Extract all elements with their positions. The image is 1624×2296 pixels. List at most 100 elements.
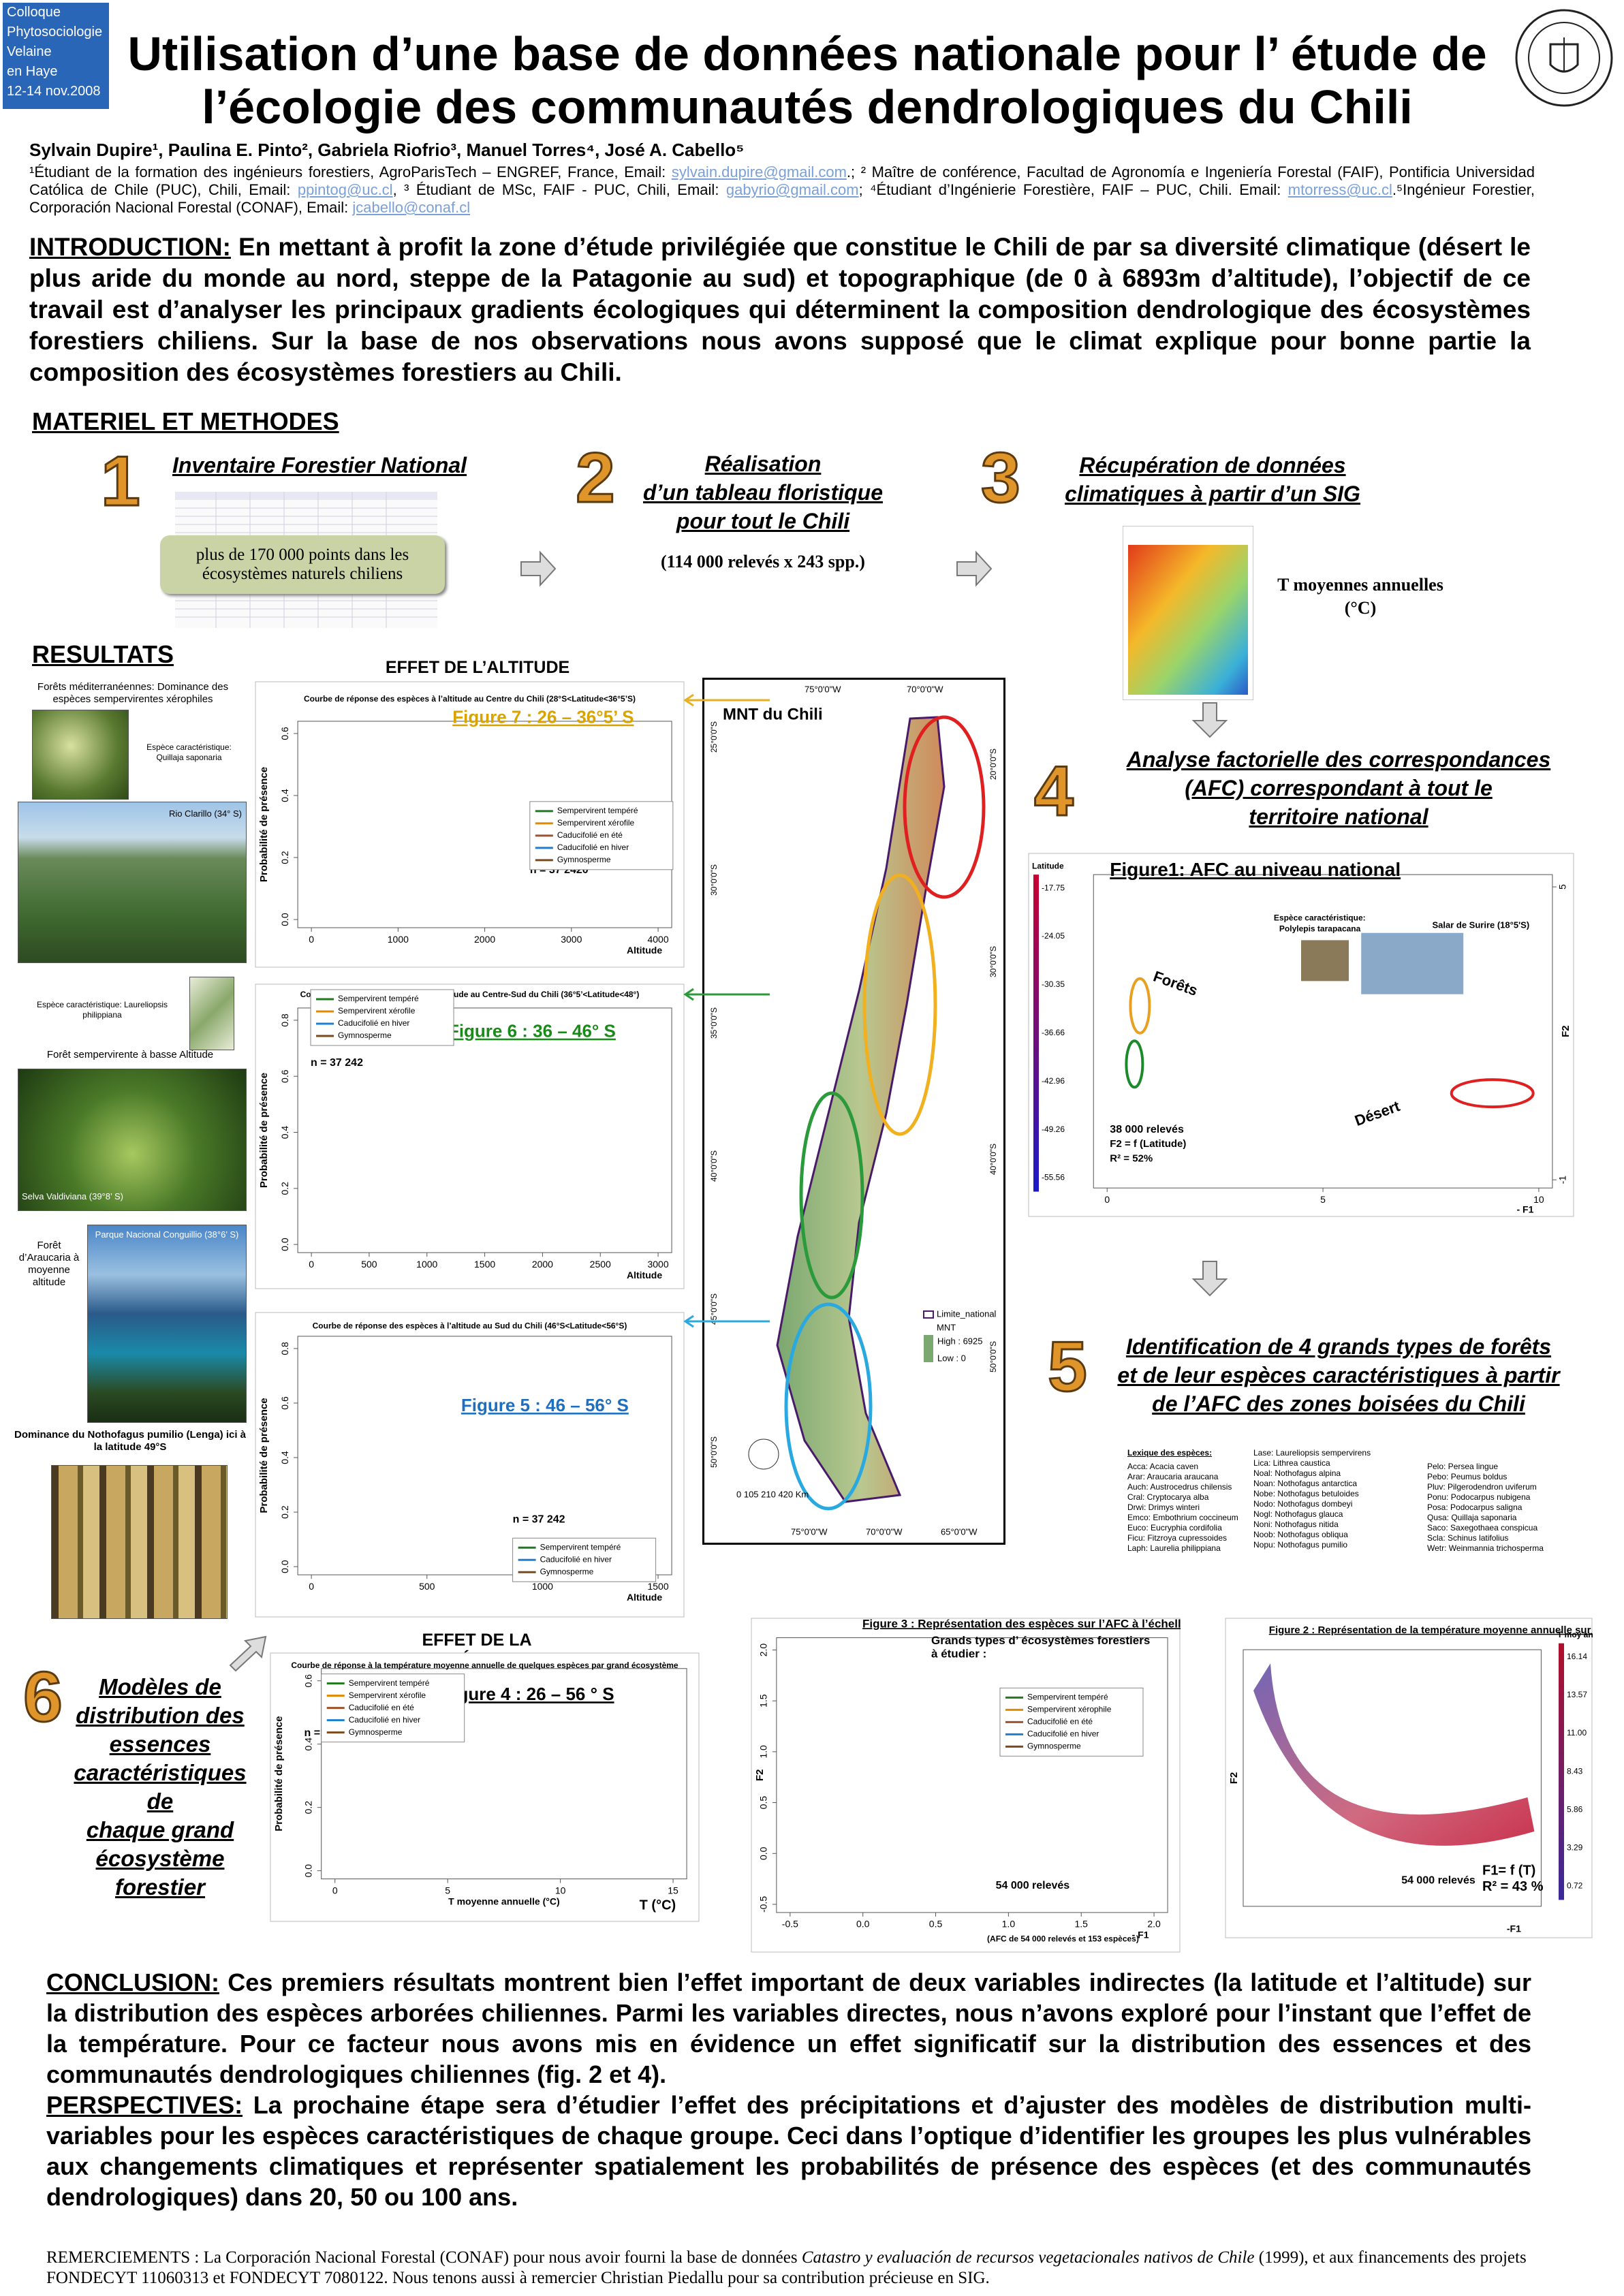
- line: Nodo: Nothofagus dombeyi: [1253, 1499, 1353, 1509]
- figure-caption: Figure 4 : 26 – 56 ° S: [441, 1684, 614, 1704]
- x-tick-label: 3000: [647, 1259, 668, 1270]
- y-tick-label: 0.4: [279, 789, 290, 802]
- ellipse: [862, 873, 937, 1136]
- legend-box: [310, 989, 454, 1046]
- path: [683, 1315, 770, 1328]
- line: Nopu: Nothofagus pumilio: [1253, 1540, 1348, 1550]
- step-title: Inventaire Forestier National: [146, 451, 493, 479]
- plot-area: [321, 1668, 687, 1880]
- map-coord: 20°0'0"S: [988, 749, 998, 780]
- sample-size: n = 37 242: [513, 1514, 565, 1526]
- photo-caption: Forêt d’Araucaria à moyenne altitude: [18, 1240, 80, 1288]
- map-coord: 50°0'0"S: [709, 1436, 719, 1468]
- x-tick-label: 2000: [474, 934, 495, 945]
- legend-label: Gymnosperme: [338, 1031, 392, 1040]
- email[interactable]: ppintog@uc.cl: [297, 181, 393, 198]
- y-tick-label: 0.0: [758, 1846, 769, 1860]
- email[interactable]: mtorress@uc.cl: [1287, 181, 1392, 198]
- email[interactable]: jcabello@conaf.cl: [352, 199, 471, 216]
- figure-note: R² = 52%: [1110, 1152, 1153, 1164]
- x-tick-label: 1000: [532, 1581, 553, 1592]
- line: Pebo: Peumus boldus: [1427, 1472, 1508, 1481]
- line: Scla: Schinus latifolius: [1427, 1533, 1509, 1543]
- legend-label: Sempervirent tempéré: [338, 994, 419, 1003]
- line: Lica: Lithrea caustica: [1253, 1458, 1330, 1468]
- colorbar-title: T moy annuelle (°C): [1557, 1630, 1593, 1639]
- x-axis-label: - F1: [1132, 1930, 1149, 1940]
- line: en Haye: [7, 64, 58, 79]
- plot-area: [1093, 874, 1553, 1189]
- plot-area: [1243, 1649, 1542, 1907]
- x-tick-label: 1500: [474, 1259, 495, 1270]
- map-coord: 25°0'0"S: [709, 721, 719, 753]
- x-axis-label: Altitude: [627, 1592, 662, 1603]
- figure-title: Courbe de réponse des espèces à l’altitu…: [313, 1321, 627, 1331]
- figure-note: R² = 43 %: [1482, 1879, 1544, 1894]
- colorbar-tick: 16.14: [1567, 1652, 1587, 1661]
- line: Velaine: [7, 44, 52, 59]
- y-tick-label: 0.4: [279, 1451, 290, 1464]
- y-tick-label: 0.2: [279, 851, 290, 864]
- step-number: 1: [100, 442, 142, 521]
- line: Cral: Cryptocarya alba: [1127, 1492, 1209, 1502]
- ack-text: (1999), et aux financements des projets …: [46, 2248, 1527, 2287]
- x-tick-label: 0: [309, 934, 314, 945]
- line: distribution des: [76, 1703, 245, 1728]
- y-tick-label: 5: [1557, 884, 1568, 890]
- legend-label: Sempervirent xérofile: [557, 818, 635, 828]
- map-coord: 65°0'0"W: [941, 1526, 978, 1537]
- acknowledgements: REMERCIEMENTS : La Corporación Nacional …: [46, 2248, 1572, 2289]
- email[interactable]: sylvain.dupire@gmail.com: [671, 163, 847, 180]
- figure-6: Courbe de réponse des espèces à l’altitu…: [255, 984, 685, 1289]
- map-coord: 45°0'0"S: [709, 1293, 719, 1325]
- line: forestier: [114, 1874, 206, 1900]
- figure-note: Grands types d’ écosystèmes forestiers: [931, 1634, 1150, 1647]
- x-axis-label: Altitude: [627, 1270, 662, 1280]
- figure-caption: Figure 6 : 36 – 46° S: [448, 1021, 616, 1041]
- map-coord: 75°0'0"W: [805, 684, 841, 694]
- figure-note: T (°C): [640, 1898, 676, 1913]
- line: Drwi: Drimys winteri: [1127, 1503, 1200, 1512]
- path: [1191, 1261, 1228, 1297]
- figure-title: Courbe de réponse à la température moyen…: [291, 1661, 678, 1670]
- x-tick-label: 0: [309, 1259, 314, 1270]
- affiliation: .; ² Maître de conférence, Facultad de A…: [29, 163, 1535, 198]
- photo: [87, 1225, 247, 1423]
- affiliations: ¹Étudiant de la formation des ingénieurs…: [29, 163, 1535, 217]
- lexicon-column: Pelo: Persea lingue Pebo: Peumus boldus Pl…: [1427, 1462, 1591, 1554]
- photo-caption: Forêt sempervirente à basse Altitude: [46, 1049, 214, 1060]
- temperature-map: [1123, 526, 1253, 700]
- line: Euco: Eucryphia cordifolia: [1127, 1523, 1222, 1532]
- legend-box: [999, 1687, 1144, 1757]
- conclusion-label: CONCLUSION:: [46, 1968, 219, 1996]
- photo: [189, 977, 234, 1050]
- sample-size: 38 000 relevés: [1110, 1124, 1184, 1135]
- x-tick-label: 0: [1104, 1194, 1110, 1205]
- lexicon-column: Acca: Acacia caven Arar: Araucaria arauca…: [1127, 1462, 1264, 1554]
- photo-caption: Espèce caractéristique: Quillaja saponar…: [146, 742, 232, 762]
- circle: [1528, 22, 1600, 94]
- arrow: [229, 1635, 267, 1672]
- methods-heading: MATERIEL ET METHODES: [32, 407, 339, 435]
- legend-label: Gymnosperme: [557, 855, 611, 864]
- y-tick-label: 0.0: [302, 1864, 313, 1878]
- rect: [1128, 545, 1248, 695]
- rect: [923, 1310, 934, 1319]
- figure-caption: Figure 5 : 46 – 56° S: [461, 1395, 629, 1415]
- x-tick-label: 10: [555, 1885, 566, 1896]
- y-tick-label: 0.0: [279, 1238, 290, 1251]
- colorbar: [1033, 875, 1040, 1192]
- line: Arar: Araucaria araucana: [1127, 1472, 1219, 1481]
- line: Nogl: Nothofagus glauca: [1253, 1509, 1343, 1519]
- line: l’écologie des communautés dendrologique…: [202, 80, 1413, 133]
- figure-note: Espèce caractéristique:: [1274, 913, 1366, 922]
- email[interactable]: gabyrio@gmail.com: [725, 181, 859, 198]
- y-axis-label: F2: [754, 1769, 766, 1781]
- figure-note: à étudier :: [931, 1648, 986, 1661]
- y-axis-label: Probabilité de présence: [258, 1398, 270, 1513]
- y-tick-label: 0.6: [302, 1674, 313, 1688]
- circle: [748, 1438, 779, 1470]
- map-coord: 70°0'0"W: [866, 1526, 903, 1537]
- y-tick-label: 0.2: [279, 1182, 290, 1195]
